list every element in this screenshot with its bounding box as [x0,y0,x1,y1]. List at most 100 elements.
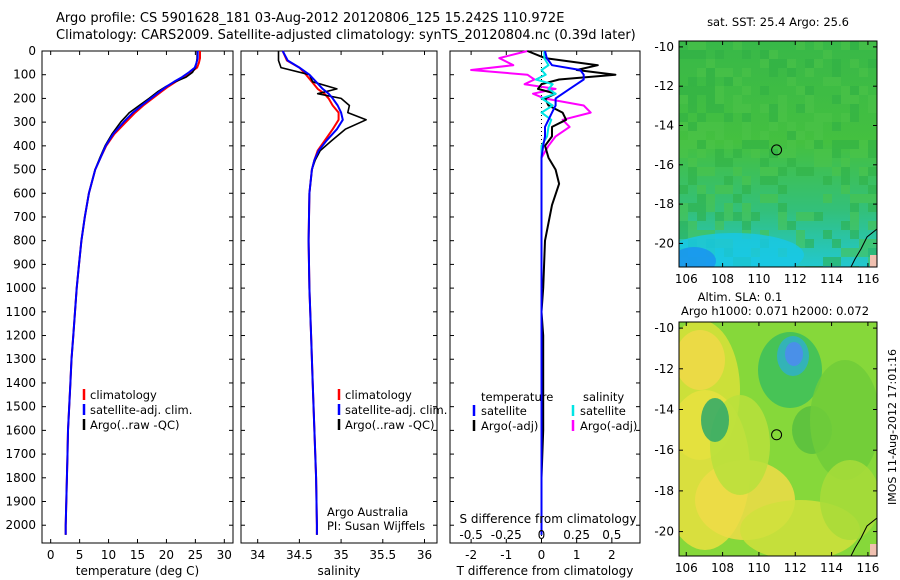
x-tick-label: 106 [675,272,698,286]
sst-cell [715,95,724,104]
series-line-1 [64,51,199,535]
x-tick-label: 114 [820,272,843,286]
sst-cell [823,158,832,167]
sst-cell [841,248,850,257]
sst-cell [760,140,769,149]
sst-cell [724,176,733,185]
sst-cell [742,122,751,131]
map-field [679,322,877,556]
sst-cell [724,77,733,86]
sst-cell [724,203,733,212]
sla-low-core [785,342,803,366]
sst-cell [787,59,796,68]
sst-cell [805,104,814,113]
y-tick-label: 2000 [5,518,36,532]
sst-cell [742,185,751,194]
x-tick-label: 110 [747,561,770,575]
sst-cell [859,140,868,149]
y-tick-label: -18 [654,484,674,498]
y-tick-label: 1400 [5,376,36,390]
sst-cell [715,50,724,59]
sst-cell [742,50,751,59]
sst-cell [823,50,832,59]
legend-header: salinity [583,390,624,404]
sst-cell [688,77,697,86]
map-frame [678,321,878,557]
y-tick-label: 1900 [5,495,36,509]
y-tick-label: 800 [13,234,36,248]
sst-cell [688,41,697,50]
sst-cell [715,158,724,167]
x-tick-label: 25 [188,548,203,562]
y-tick-label: -18 [654,197,674,211]
sst-cell [679,113,688,122]
sst-cell [787,122,796,131]
sst-cell [850,212,859,221]
y-tick-label: 300 [13,115,36,129]
land-patch [870,544,877,556]
x-axis-label: T difference from climatology [456,564,634,578]
sst-cell [742,131,751,140]
x-tick-label: 1 [573,548,581,562]
sst-cell [841,95,850,104]
sst-cell [733,167,742,176]
sst-cell [814,41,823,50]
sst-cell [823,149,832,158]
sst-cell [679,86,688,95]
sst-cell [697,131,706,140]
y-tick-label: 1100 [5,305,36,319]
sst-cell [688,122,697,131]
series-line-1 [281,50,344,535]
y-tick-label: 500 [13,163,36,177]
sst-cell [778,185,787,194]
y-tick-label: 900 [13,257,36,271]
sst-cell [760,230,769,239]
annotation-text: Argo Australia [327,505,408,519]
sst-cell [715,68,724,77]
sst-cell [805,86,814,95]
sst-cell [832,239,841,248]
sst-cell [715,104,724,113]
sst-cell [787,131,796,140]
sst-cell [697,185,706,194]
sst-cell [868,248,877,257]
salinity-panel: 34 34.5 35 35.5 36 salinity climatologysatelli… [240,50,447,578]
sst-cell [832,95,841,104]
map-title: Altim. SLA: 0.1 [698,290,783,304]
sst-cell [697,41,706,50]
sst-cell [778,104,787,113]
sst-cell [850,86,859,95]
y-tick-label: 200 [13,91,36,105]
y-tick-label: 1700 [5,447,36,461]
top-tick-label: -0.5 [459,528,482,542]
sst-cell [850,230,859,239]
sst-cell [769,104,778,113]
sst-cell [814,149,823,158]
sst-cell [832,59,841,68]
coastline [850,517,877,556]
sst-cell [859,194,868,203]
sst-cell [715,131,724,140]
sst-cell [760,86,769,95]
sst-cell [769,113,778,122]
x-tick-label: 114 [820,561,843,575]
sst-cell [688,203,697,212]
sst-cell [706,104,715,113]
x-tick-label: 106 [675,561,698,575]
temperature-panel: 0100200300400500600700800900100011001200… [5,44,234,578]
x-tick-label: 0 [538,548,546,562]
cool-patch [679,247,716,267]
y-tick-label: 1200 [5,329,36,343]
y-tick-label: -16 [654,158,674,172]
sst-cell [697,167,706,176]
sst-cell [841,158,850,167]
x-tick-label: 116 [856,561,879,575]
sst-cell [688,140,697,149]
sst-cell [778,167,787,176]
sst-cell [697,212,706,221]
x-tick-label: -2 [465,548,477,562]
sst-cell [796,230,805,239]
map-title: sat. SST: 25.4 Argo: 25.6 [707,15,849,29]
y-tick-label: 1500 [5,400,36,414]
